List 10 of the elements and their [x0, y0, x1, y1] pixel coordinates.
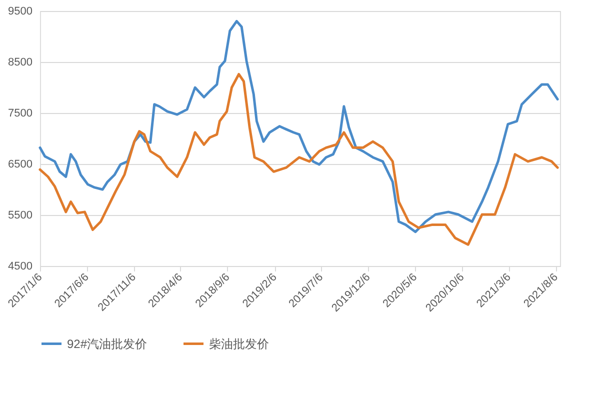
y-tick-label: 7500 [8, 108, 32, 120]
y-tick-label: 5500 [8, 210, 32, 222]
legend-label: 92#汽油批发价 [67, 336, 148, 351]
line-series [38, 20, 559, 234]
legend-label: 柴油批发价 [209, 336, 269, 351]
y-tick-label: 8500 [8, 56, 32, 68]
y-tick-label: 6500 [8, 158, 32, 170]
line-series [38, 72, 559, 246]
y-tick-label: 4500 [8, 260, 32, 272]
y-tick-label: 9500 [8, 6, 32, 18]
